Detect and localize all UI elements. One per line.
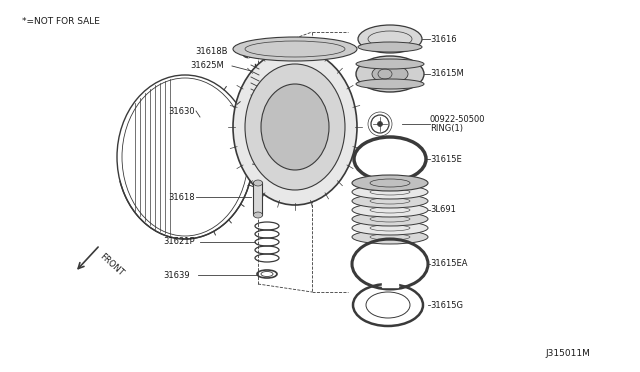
Bar	[278, 47, 285, 54]
Text: 31615EA: 31615EA	[430, 260, 467, 269]
Ellipse shape	[233, 49, 357, 205]
Text: 31630: 31630	[168, 106, 195, 115]
Ellipse shape	[352, 194, 428, 208]
Ellipse shape	[261, 84, 329, 170]
Ellipse shape	[253, 180, 262, 186]
Ellipse shape	[233, 37, 357, 61]
Text: 31615E: 31615E	[430, 154, 461, 164]
Text: 31618: 31618	[168, 192, 195, 202]
Ellipse shape	[352, 203, 428, 217]
Ellipse shape	[358, 42, 422, 52]
Ellipse shape	[253, 212, 262, 218]
Text: 31616: 31616	[430, 35, 456, 44]
Ellipse shape	[352, 185, 428, 199]
Text: 3L691: 3L691	[430, 205, 456, 215]
Text: 31615M: 31615M	[430, 70, 464, 78]
Text: 31621P: 31621P	[163, 237, 195, 247]
Text: J315011M: J315011M	[545, 350, 590, 359]
Ellipse shape	[352, 230, 428, 244]
Circle shape	[378, 122, 383, 126]
Circle shape	[242, 46, 254, 58]
Text: FRONT: FRONT	[98, 252, 125, 278]
Text: 31639: 31639	[163, 270, 189, 279]
Ellipse shape	[356, 56, 424, 92]
Ellipse shape	[358, 25, 422, 53]
Ellipse shape	[356, 59, 424, 69]
Ellipse shape	[245, 64, 345, 190]
Bar	[382, 281, 398, 287]
Ellipse shape	[352, 175, 428, 191]
Text: 31618B: 31618B	[195, 46, 227, 55]
Text: 31625M: 31625M	[190, 61, 224, 71]
Text: 31615G: 31615G	[430, 301, 463, 310]
Ellipse shape	[352, 212, 428, 226]
Ellipse shape	[372, 65, 408, 83]
FancyBboxPatch shape	[253, 182, 262, 216]
Ellipse shape	[356, 79, 424, 89]
Ellipse shape	[352, 221, 428, 235]
Text: RING(1): RING(1)	[430, 124, 463, 132]
Text: 00922-50500: 00922-50500	[430, 115, 486, 125]
Text: *=NOT FOR SALE: *=NOT FOR SALE	[22, 17, 100, 26]
